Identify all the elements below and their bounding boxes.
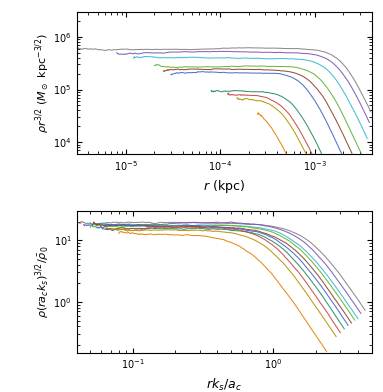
Y-axis label: $\rho r^{3/2}$ $(M_\odot\ \mathrm{kpc}^{-3/2})$: $\rho r^{3/2}$ $(M_\odot\ \mathrm{kpc}^{… — [33, 33, 52, 133]
X-axis label: $rk_s/a_c$: $rk_s/a_c$ — [206, 377, 242, 392]
X-axis label: $r\ (\mathrm{kpc})$: $r\ (\mathrm{kpc})$ — [203, 178, 245, 195]
Y-axis label: $\rho(ra_c k_s)^{3/2}/\bar{\rho}_0$: $\rho(ra_c k_s)^{3/2}/\bar{\rho}_0$ — [33, 245, 52, 318]
